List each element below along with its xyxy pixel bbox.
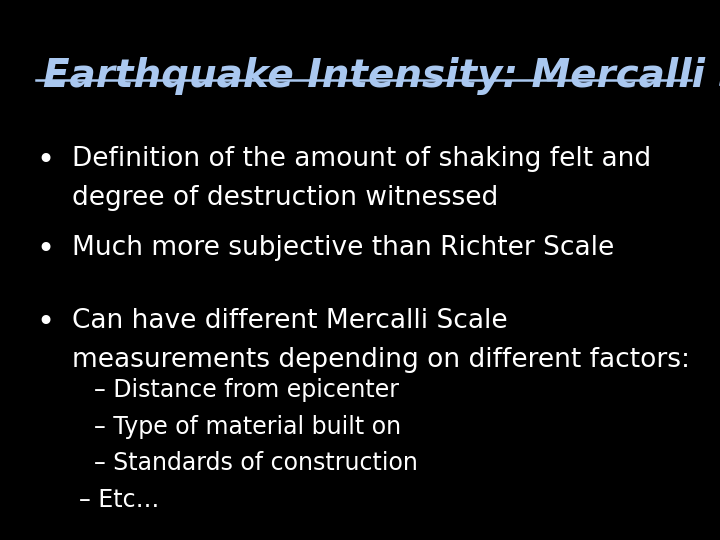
Text: •: • <box>36 146 54 175</box>
Text: degree of destruction witnessed: degree of destruction witnessed <box>72 185 498 211</box>
Text: Much more subjective than Richter Scale: Much more subjective than Richter Scale <box>72 235 614 261</box>
Text: – Type of material built on: – Type of material built on <box>94 415 401 438</box>
Text: – Standards of construction: – Standards of construction <box>94 451 418 475</box>
Text: Can have different Mercalli Scale: Can have different Mercalli Scale <box>72 308 508 334</box>
Text: Earthquake Intensity: Mercalli Scale: Earthquake Intensity: Mercalli Scale <box>43 57 720 94</box>
Text: •: • <box>36 235 54 264</box>
Text: measurements depending on different factors:: measurements depending on different fact… <box>72 347 690 373</box>
Text: – Distance from epicenter: – Distance from epicenter <box>94 378 399 402</box>
Text: •: • <box>36 308 54 337</box>
Text: – Etc…: – Etc… <box>79 488 160 512</box>
Text: Definition of the amount of shaking felt and: Definition of the amount of shaking felt… <box>72 146 651 172</box>
